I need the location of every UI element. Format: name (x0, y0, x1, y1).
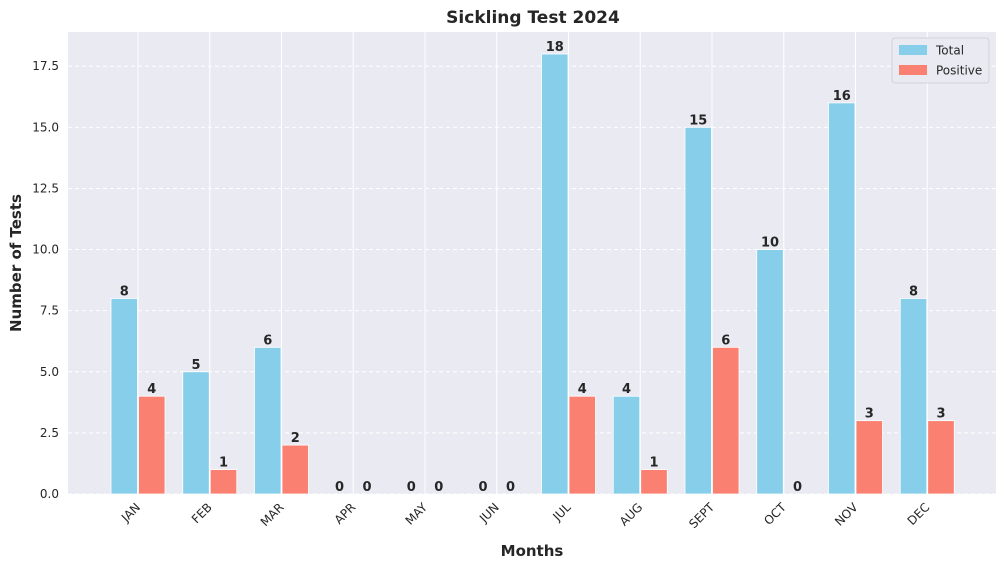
bar-total (612, 395, 641, 495)
legend-swatch-positive (899, 65, 927, 75)
bar-total (110, 298, 138, 495)
x-tick-label: JUN (476, 500, 502, 526)
y-axis-title: Number of Tests (7, 194, 25, 332)
data-label: 3 (865, 407, 874, 422)
grid-lines (68, 32, 996, 495)
legend: Total Positive (891, 37, 990, 84)
x-tick-label: APR (332, 500, 359, 527)
bar-total (756, 249, 784, 495)
data-label: 2 (291, 431, 300, 446)
x-tick-label: JUL (550, 500, 574, 524)
x-tick-label: MAY (403, 500, 431, 528)
legend-swatch-total (899, 45, 927, 55)
y-tick-label: 0.0 (40, 487, 59, 501)
bar-positive (855, 420, 883, 495)
data-label: 0 (478, 480, 487, 495)
y-tick-label: 17.5 (32, 59, 59, 73)
data-label: 0 (407, 480, 416, 495)
y-tick-label: 7.5 (40, 304, 59, 318)
legend-label: Positive (936, 64, 982, 78)
data-label: 4 (622, 382, 631, 397)
x-axis-ticks: JAN FEB MAR APR MAY JUN JUL AUG SEPT OCT NOV DEC (118, 500, 932, 532)
bar-total (182, 371, 210, 495)
x-tick-label: FEB (189, 500, 215, 526)
x-tick-label: OCT (761, 500, 789, 528)
data-label: 3 (936, 407, 945, 422)
x-tick-label: JAN (118, 500, 143, 525)
bar-total (254, 346, 282, 495)
y-tick-label: 5.0 (40, 365, 59, 379)
chart-title: Sickling Test 2024 (446, 8, 620, 28)
data-label: 0 (434, 480, 443, 495)
y-tick-label: 12.5 (32, 181, 59, 195)
bar-positive (568, 395, 596, 495)
legend-label: Total (935, 44, 964, 58)
data-label: 15 (689, 113, 707, 128)
data-label: 0 (506, 480, 515, 495)
data-label: 6 (721, 333, 730, 348)
bar-positive (281, 444, 309, 495)
x-tick-label: NOV (832, 500, 861, 529)
data-label: 1 (219, 456, 228, 471)
x-axis-title: Months (501, 542, 564, 560)
y-tick-label: 15.0 (32, 120, 59, 134)
y-axis-ticks: 0.0 2.5 5.0 7.5 10.0 12.5 15.0 17.5 (32, 59, 59, 501)
data-label: 0 (793, 480, 802, 495)
bar-positive (712, 346, 740, 495)
x-tick-label: AUG (617, 500, 645, 528)
bar-total (541, 53, 569, 495)
bar-positive (927, 420, 955, 495)
bar-positive (209, 469, 238, 495)
y-tick-label: 10.0 (32, 243, 59, 257)
bar-total (828, 102, 856, 495)
data-label: 4 (578, 382, 587, 397)
bars (110, 53, 955, 495)
x-tick-label: SEPT (686, 500, 717, 531)
data-label: 18 (546, 40, 564, 55)
bar-positive (138, 395, 166, 495)
data-label: 16 (833, 89, 851, 104)
data-label: 8 (120, 284, 129, 299)
x-tick-label: MAR (258, 500, 287, 529)
data-label: 10 (761, 236, 779, 251)
data-label: 5 (191, 358, 200, 373)
data-label: 8 (909, 284, 918, 299)
data-label: 0 (362, 480, 371, 495)
y-tick-label: 2.5 (40, 426, 59, 440)
x-tick-label: DEC (905, 500, 933, 528)
bar-total (684, 126, 712, 495)
bar-total (899, 298, 928, 495)
data-label: 0 (335, 480, 344, 495)
data-label: 4 (147, 382, 156, 397)
data-label: 1 (649, 456, 658, 471)
data-label: 6 (263, 333, 272, 348)
bar-positive (640, 469, 668, 495)
